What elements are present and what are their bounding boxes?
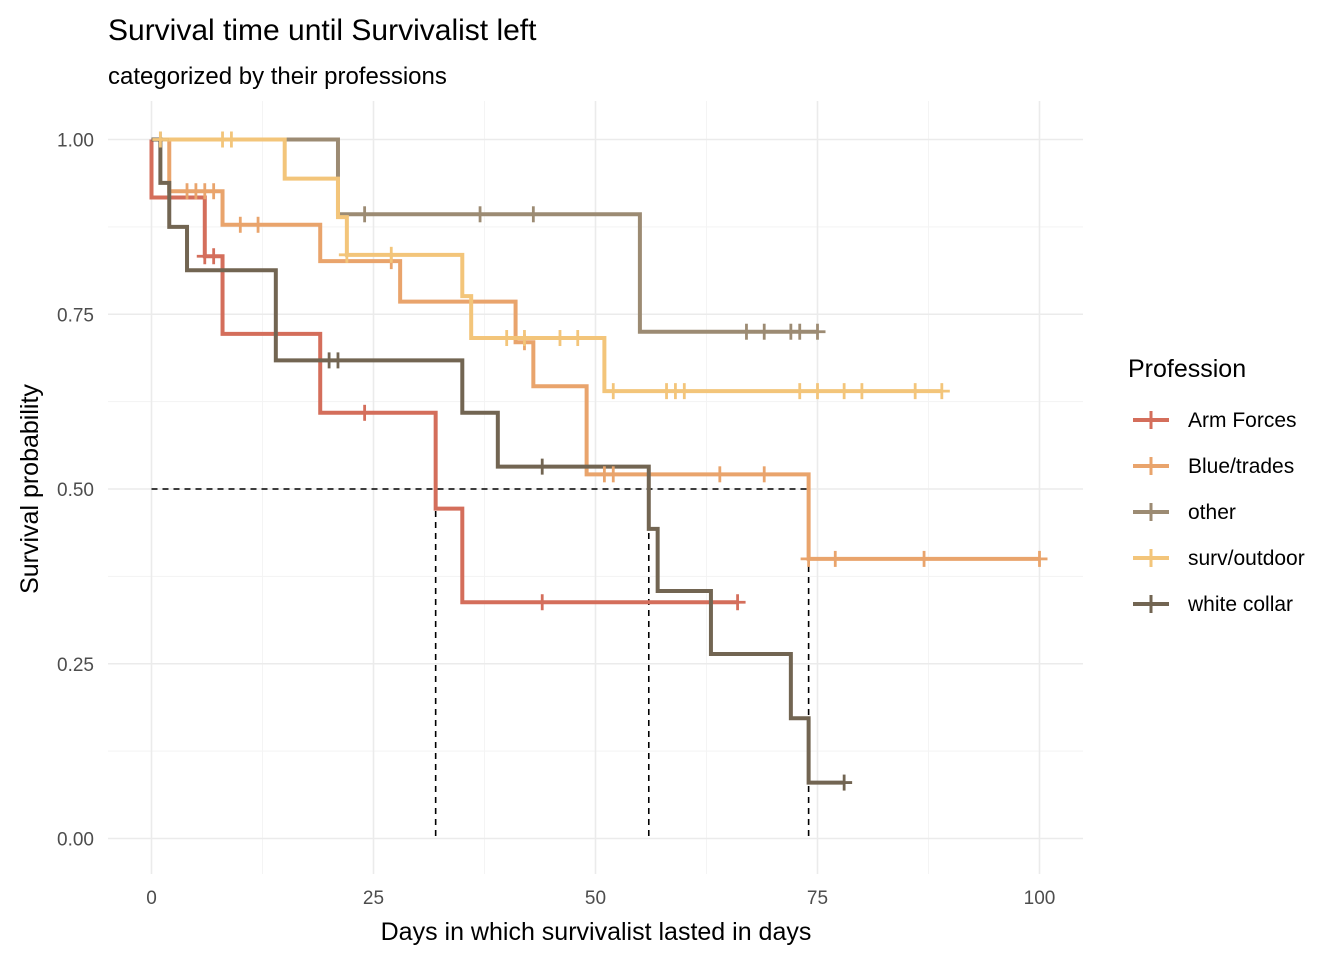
x-axis-ticks: 0 25 50 75 100 [146,888,1055,909]
legend: Profession Arm Forces Blue/trades other sur… [1128,355,1305,616]
y-tick-label: 1.00 [57,131,94,152]
legend-label: white collar [1187,593,1293,616]
legend-item: white collar [1133,593,1293,616]
y-tick-label: 0.50 [57,480,94,501]
y-tick-label: 0.00 [57,830,94,851]
legend-title: Profession [1128,355,1246,383]
legend-item: other [1133,501,1236,524]
x-tick-label: 75 [807,888,828,909]
survival-curve [151,137,845,785]
censor-marks [152,131,1048,791]
legend-label: Arm Forces [1188,409,1297,432]
y-tick-label: 0.25 [57,655,94,676]
y-tick-label: 0.75 [57,305,94,326]
grid [108,101,1083,874]
chart-title: Survival time until Survivalist left [108,14,537,47]
x-tick-label: 25 [363,888,384,909]
x-tick-label: 50 [585,888,606,909]
legend-item: surv/outdoor [1133,547,1305,570]
survival-curve [151,137,818,334]
survival-curve [149,139,738,605]
legend-item: Arm Forces [1133,409,1297,432]
legend-label: surv/outdoor [1188,547,1305,570]
x-tick-label: 100 [1024,888,1056,909]
x-axis-title: Days in which survivalist lasted in days [381,918,812,946]
legend-label: other [1188,501,1236,524]
legend-label: Blue/trades [1188,455,1294,478]
y-axis-ticks: 0.00 0.25 0.50 0.75 1.00 [57,131,94,851]
legend-item: Blue/trades [1133,455,1294,478]
chart-subtitle: categorized by their professions [108,63,447,90]
survival-curve [151,137,942,394]
x-tick-label: 0 [146,888,157,909]
y-axis-title: Survival probability [16,384,44,594]
